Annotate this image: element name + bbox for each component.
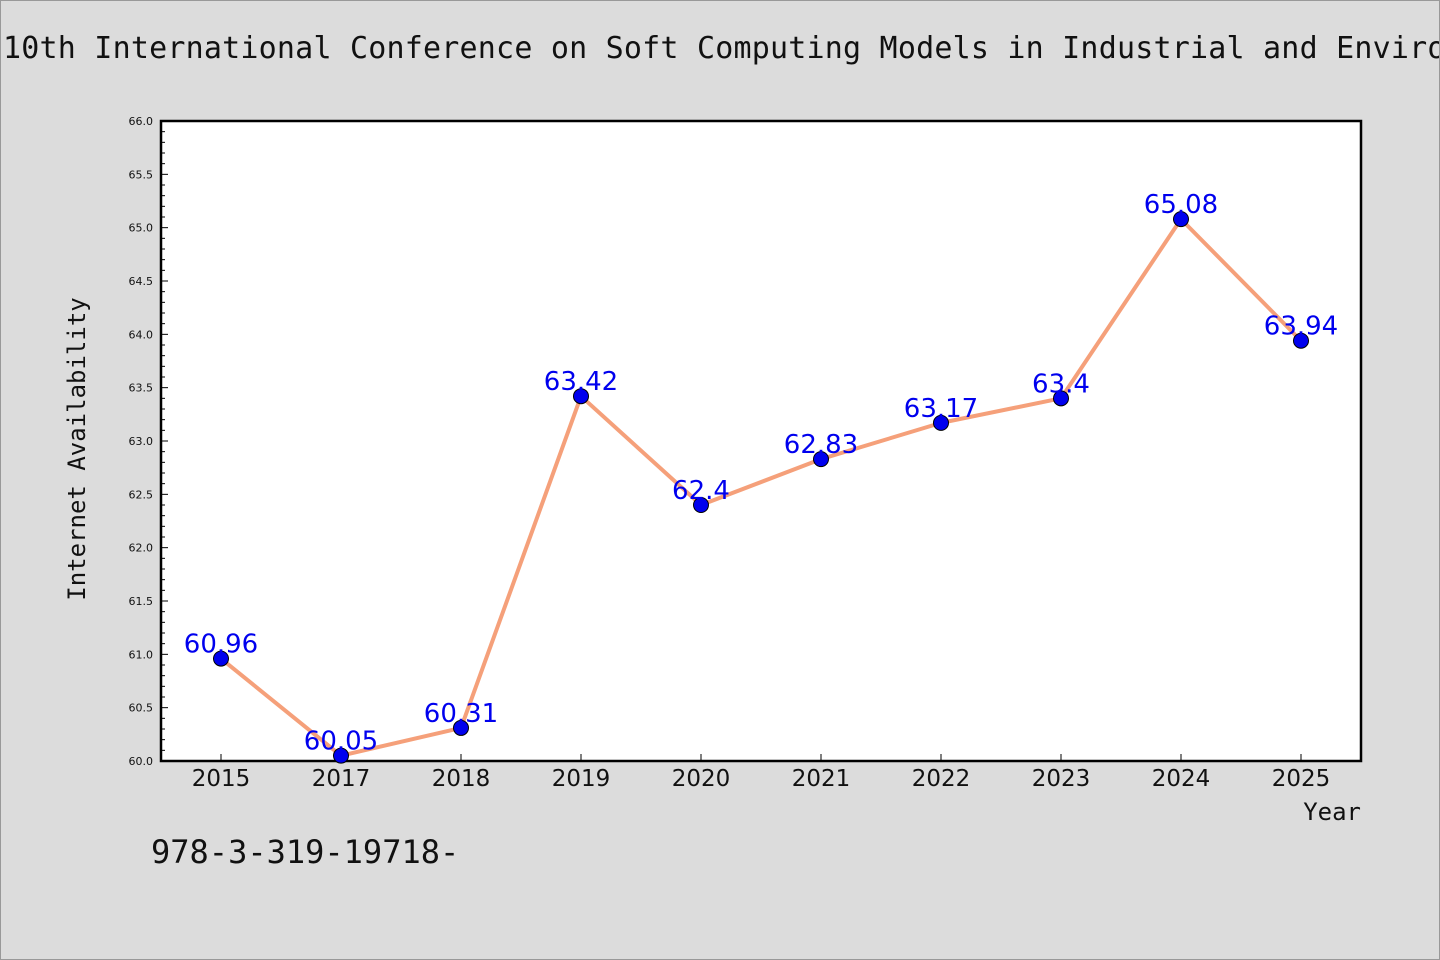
y-tick-label: 60.0 — [129, 755, 154, 768]
y-tick-label: 64.0 — [129, 328, 154, 341]
y-tick-label: 65.5 — [129, 168, 154, 181]
data-label: 63.42 — [544, 367, 618, 397]
isbn-text: 978-3-319-19718- — [151, 833, 460, 871]
data-point — [1173, 211, 1189, 228]
x-axis: 2015 2017 2018 2019 2020 2021 2022 2023 2024 2025 — [192, 754, 1331, 792]
data-label: 62.83 — [784, 430, 858, 460]
x-tick-label: 2019 — [552, 766, 611, 792]
data-point — [1053, 390, 1069, 407]
data-label: 63.94 — [1264, 312, 1338, 342]
data-point — [933, 414, 949, 431]
data-label: 60.31 — [424, 699, 498, 729]
y-tick-label: 62.0 — [129, 542, 154, 555]
y-tick-label: 63.0 — [129, 435, 154, 448]
plot-area — [159, 119, 1363, 763]
data-label: 63.4 — [1032, 369, 1090, 399]
data-point — [1293, 332, 1309, 349]
y-tick-label: 60.5 — [129, 702, 154, 715]
y-tick-label: 61.0 — [129, 648, 154, 661]
x-axis-title: Year — [1303, 798, 1361, 826]
data-label: 60.96 — [184, 630, 258, 660]
y-axis: 60.0 60.5 61.0 61.5 62.0 62.5 63.0 63.5 64.0 64.5… — [129, 115, 168, 768]
x-tick-label: 2023 — [1032, 766, 1091, 792]
data-label: 65.08 — [1144, 190, 1218, 220]
data-point — [333, 747, 349, 764]
x-tick-label: 2020 — [672, 766, 731, 792]
y-tick-label: 62.5 — [129, 488, 154, 501]
x-tick-label: 2024 — [1152, 766, 1211, 792]
series-layer: 60.96 60.05 60.31 63.42 62.4 62.83 63.17 63.4 65… — [184, 190, 1338, 764]
data-label: 60.05 — [304, 727, 378, 757]
page-title: 10th International Conference on Soft Co… — [3, 31, 1440, 66]
data-point — [213, 650, 229, 667]
y-tick-label: 63.5 — [129, 382, 154, 395]
y-tick-label: 66.0 — [129, 115, 154, 128]
y-axis-title: Internet Availability — [63, 297, 91, 600]
y-tick-label: 65.0 — [129, 222, 154, 235]
series-line — [219, 217, 1303, 758]
x-tick-label: 2021 — [792, 766, 851, 792]
data-label: 62.4 — [672, 476, 730, 506]
x-tick-label: 2022 — [912, 766, 971, 792]
data-point — [693, 497, 709, 513]
y-tick-label: 64.5 — [129, 275, 154, 288]
x-tick-label: 2015 — [192, 766, 251, 792]
x-tick-label: 2018 — [432, 766, 491, 792]
data-point — [453, 719, 469, 736]
x-tick-label: 2017 — [312, 766, 371, 792]
data-point — [813, 451, 829, 468]
data-point — [573, 388, 589, 405]
x-tick-label: 2025 — [1272, 766, 1331, 792]
data-label: 63.17 — [904, 394, 978, 424]
y-tick-label: 61.5 — [129, 595, 154, 608]
